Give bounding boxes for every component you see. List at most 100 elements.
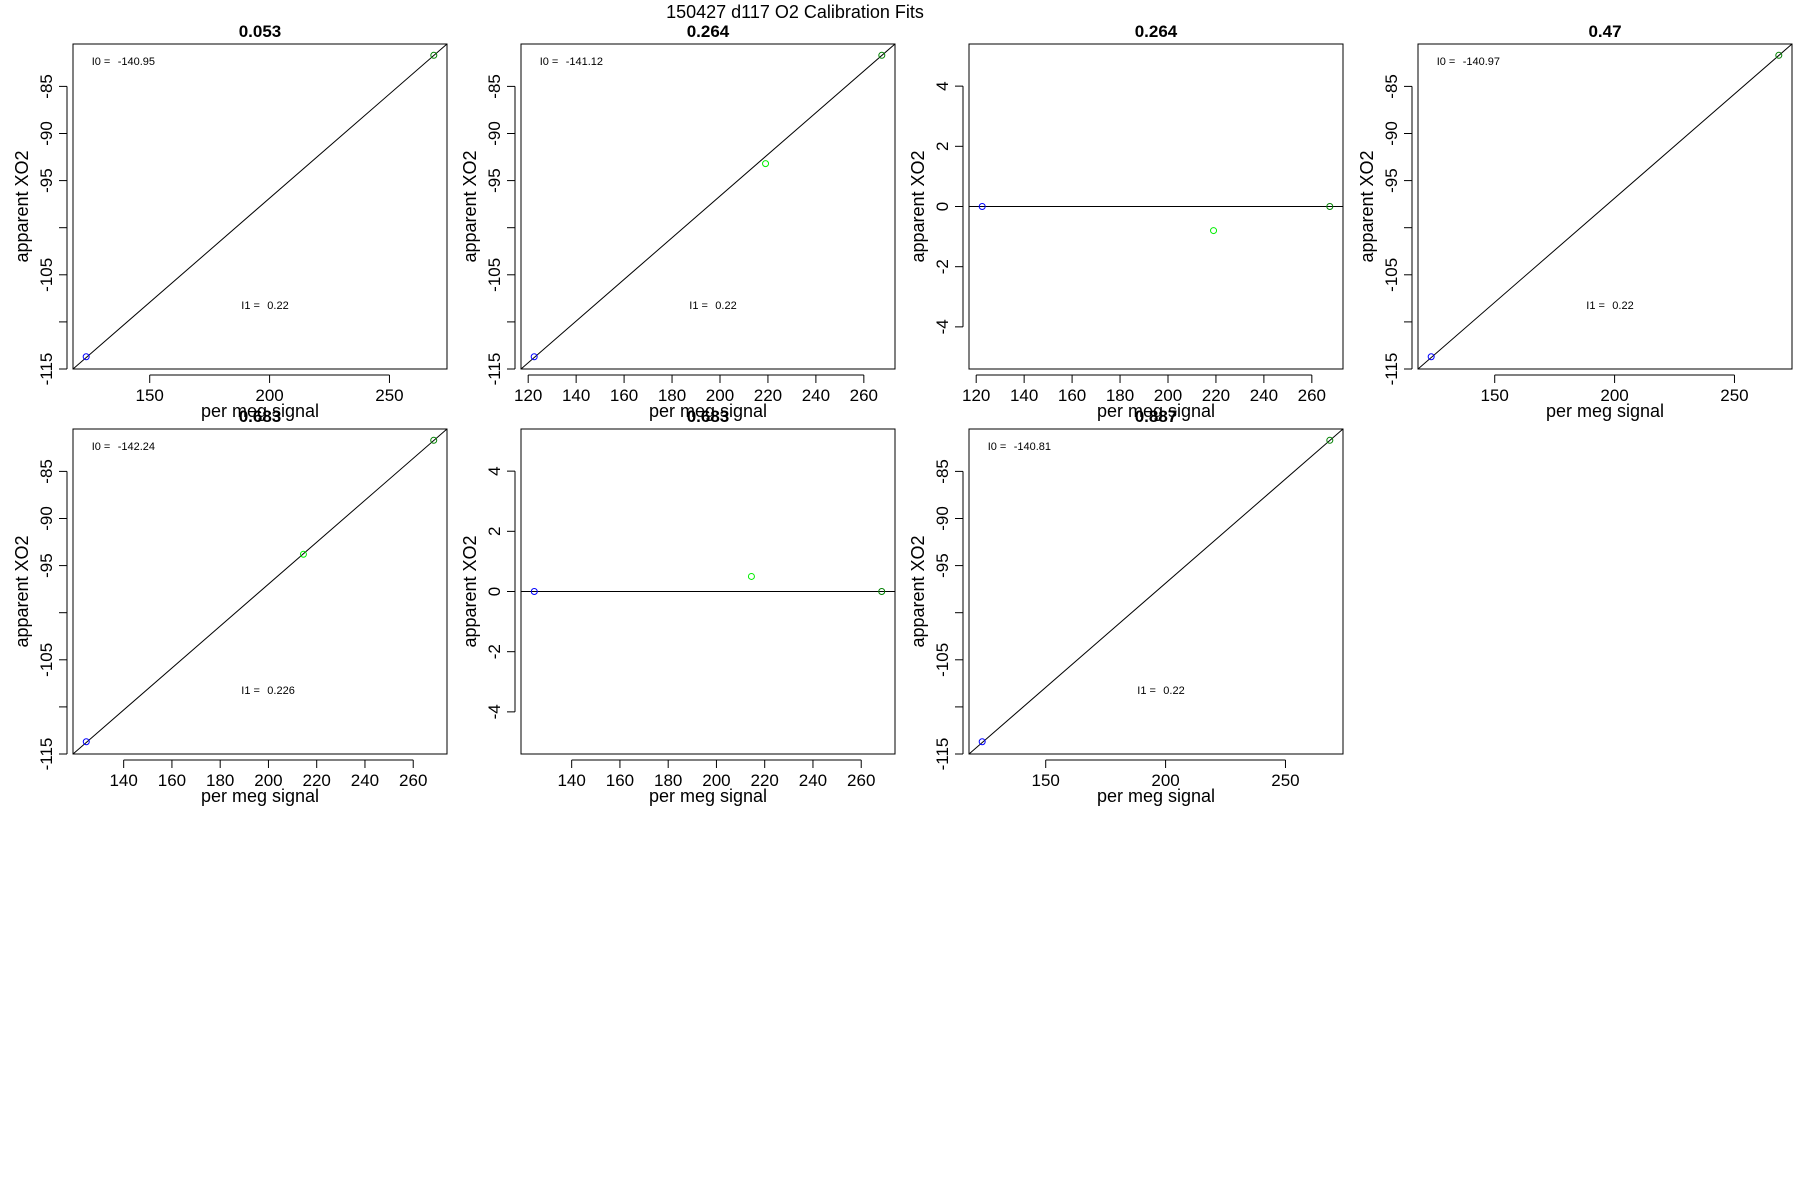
x-tick-label: 200 xyxy=(702,771,730,790)
y-tick-label: -115 xyxy=(37,353,56,386)
data-point xyxy=(978,203,986,210)
panel-title: 0.053 xyxy=(239,22,282,41)
annotation-value: 0.226 xyxy=(267,685,295,697)
y-axis-label: apparent XO2 xyxy=(908,150,928,262)
x-tick-label: 160 xyxy=(158,771,186,790)
x-tick-label: 250 xyxy=(1271,771,1299,790)
annotation-value: 0.22 xyxy=(715,300,736,312)
x-tick-label: 150 xyxy=(1481,386,1509,405)
fit-line xyxy=(73,429,447,754)
y-tick-label: -95 xyxy=(933,553,952,578)
fit-line xyxy=(73,44,447,369)
data-point xyxy=(430,436,438,444)
y-tick-label: -105 xyxy=(1382,258,1401,292)
x-tick-label: 140 xyxy=(562,386,590,405)
y-axis-label: apparent XO2 xyxy=(460,535,480,647)
x-axis-label: per meg signal xyxy=(1097,786,1215,806)
x-tick-label: 220 xyxy=(754,386,782,405)
plot-frame xyxy=(1417,43,1793,370)
y-tick-label: -95 xyxy=(37,553,56,578)
annotation-value: -140.97 xyxy=(1463,56,1500,68)
y-tick-label: -4 xyxy=(933,319,952,334)
plot-frame xyxy=(72,428,448,755)
x-tick-label: 260 xyxy=(399,771,427,790)
y-tick-label: 2 xyxy=(485,527,504,536)
x-tick-label: 200 xyxy=(1154,386,1182,405)
data-point xyxy=(762,160,770,168)
annotation-value: 0.22 xyxy=(267,300,288,312)
y-tick-label: -85 xyxy=(485,74,504,99)
annotation-value: -142.24 xyxy=(118,441,155,453)
y-tick-label: -85 xyxy=(37,74,56,99)
annotation-label: I0 = xyxy=(988,441,1007,453)
y-tick-label: -90 xyxy=(485,121,504,146)
data-point xyxy=(878,588,886,595)
y-tick-label: -115 xyxy=(933,738,952,771)
x-tick-label: 250 xyxy=(1720,386,1748,405)
data-point xyxy=(530,353,538,361)
y-tick-label: -90 xyxy=(37,506,56,531)
data-point xyxy=(1775,51,1783,59)
y-tick-label: 4 xyxy=(485,466,504,475)
panel-title: 0.264 xyxy=(1135,22,1178,41)
annotation-label: I1 = xyxy=(241,300,260,312)
calibration-panel: 0.47 150 200 250 per meg signal -115 -105 -95 -9… xyxy=(1357,22,1793,421)
x-axis-label: per meg signal xyxy=(201,401,319,421)
fit-line xyxy=(521,44,895,369)
x-tick-label: 200 xyxy=(1600,386,1628,405)
x-tick-label: 180 xyxy=(1106,386,1134,405)
x-tick-label: 200 xyxy=(1151,771,1179,790)
y-tick-label: -2 xyxy=(933,259,952,274)
x-tick-label: 260 xyxy=(850,386,878,405)
x-tick-label: 140 xyxy=(557,771,585,790)
data-point xyxy=(1326,203,1334,210)
data-point xyxy=(1210,227,1218,235)
panel-title: 0.683 xyxy=(687,407,730,426)
y-tick-label: -95 xyxy=(485,168,504,193)
x-tick-label: 240 xyxy=(351,771,379,790)
x-tick-label: 120 xyxy=(962,386,990,405)
panel-title: 0.47 xyxy=(1588,22,1621,41)
annotation-value: 0.22 xyxy=(1163,685,1184,697)
calibration-panel: 0.053 150 200 250 per meg signal -115 -105 -95 -… xyxy=(12,22,448,421)
y-tick-label: -90 xyxy=(37,121,56,146)
x-tick-label: 150 xyxy=(1032,771,1060,790)
x-tick-label: 180 xyxy=(206,771,234,790)
x-tick-label: 200 xyxy=(254,771,282,790)
x-tick-label: 120 xyxy=(514,386,542,405)
x-tick-label: 250 xyxy=(375,386,403,405)
annotation-value: 0.22 xyxy=(1612,300,1633,312)
y-tick-label: -115 xyxy=(485,353,504,386)
panel-title: 0.264 xyxy=(687,22,730,41)
x-tick-label: 160 xyxy=(1058,386,1086,405)
panel-title: 0.887 xyxy=(1135,407,1178,426)
y-tick-label: -105 xyxy=(37,643,56,677)
y-tick-label: 4 xyxy=(933,81,952,90)
panel-title: 0.683 xyxy=(239,407,282,426)
y-tick-label: -2 xyxy=(485,644,504,659)
data-point xyxy=(82,353,90,361)
y-tick-label: -85 xyxy=(933,459,952,484)
x-tick-label: 160 xyxy=(610,386,638,405)
x-axis-label: per meg signal xyxy=(649,786,767,806)
x-axis-label: per meg signal xyxy=(201,786,319,806)
y-tick-label: 0 xyxy=(933,202,952,211)
data-point xyxy=(1427,353,1435,361)
x-tick-label: 180 xyxy=(654,771,682,790)
x-tick-label: 140 xyxy=(1010,386,1038,405)
y-tick-label: -105 xyxy=(37,258,56,292)
y-tick-label: -4 xyxy=(485,704,504,719)
x-tick-label: 180 xyxy=(658,386,686,405)
x-tick-label: 200 xyxy=(706,386,734,405)
y-tick-label: -115 xyxy=(37,738,56,771)
x-tick-label: 140 xyxy=(109,771,137,790)
data-point xyxy=(747,572,755,580)
x-axis-label: per meg signal xyxy=(1546,401,1664,421)
y-axis-label: apparent XO2 xyxy=(908,535,928,647)
y-tick-label: -115 xyxy=(1382,353,1401,386)
plot-frame xyxy=(72,43,448,370)
fit-line xyxy=(1418,44,1792,369)
